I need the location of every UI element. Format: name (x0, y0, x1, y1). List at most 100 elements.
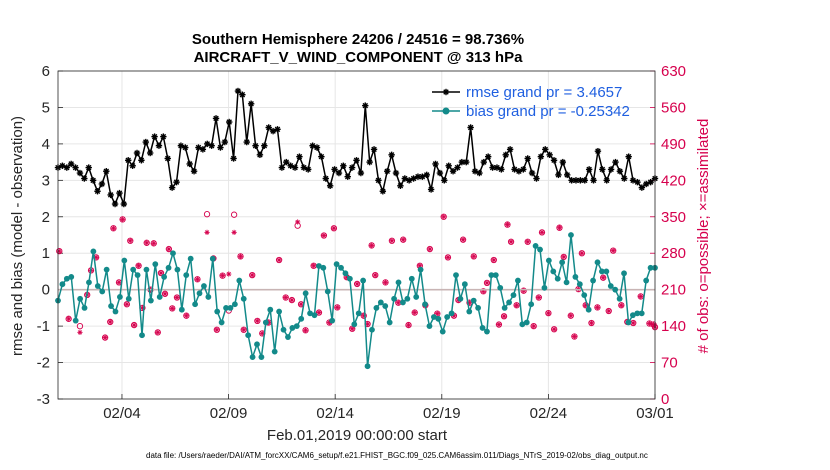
obs-possible-point (530, 322, 537, 330)
bias-point (134, 272, 141, 278)
bias-point (492, 272, 499, 278)
obs-possible-point (524, 238, 531, 245)
rmse-point (283, 158, 290, 166)
bias-point (86, 279, 92, 286)
y-tick-label-left: 4 (42, 136, 50, 153)
rmse-point (506, 146, 514, 153)
bias-point (448, 310, 455, 317)
obs-assimilated-point (400, 237, 406, 243)
rmse-point (454, 164, 461, 171)
rmse-point (599, 166, 606, 173)
rmse-point (190, 168, 198, 175)
bias-point (545, 257, 552, 264)
rmse-point (164, 155, 171, 162)
rmse-point (63, 164, 70, 171)
rmse-point (502, 151, 509, 159)
rmse-point (441, 177, 448, 184)
rmse-point (291, 164, 299, 171)
bias-point (395, 279, 402, 286)
rmse-point (467, 124, 474, 131)
bias-point (156, 294, 163, 300)
y-axis-left-label: rmse and bias (model - observation) (9, 116, 26, 356)
bias-point (430, 314, 437, 320)
footer-data-file: data file: /Users/raeder/DAI/ATM_forcXX/… (146, 451, 648, 460)
y-tick-label-left: 5 (42, 99, 50, 116)
bias-point (417, 266, 424, 273)
rmse-point (564, 171, 571, 179)
bias-point (386, 319, 393, 326)
obs-assimilated-point (349, 326, 355, 332)
bias-point (634, 310, 641, 317)
obs-possible-point (470, 253, 477, 260)
obs-possible-point (520, 287, 527, 294)
bias-line (57, 234, 655, 367)
rmse-point (550, 157, 558, 164)
obs-assimilated-point (158, 270, 164, 276)
obs-possible-point (165, 245, 173, 253)
rmse-point (331, 166, 338, 173)
obs-possible-point (605, 307, 612, 315)
obs-possible-point (495, 321, 503, 328)
obs-assimilated-point (321, 232, 327, 239)
bias-point (90, 248, 97, 255)
y-tick-label-left: 1 (42, 245, 50, 262)
obs-possible-point (571, 333, 578, 340)
obs-assimilated-point (372, 272, 378, 278)
bias-point (488, 272, 495, 278)
bias-point (262, 319, 269, 326)
x-tick-label: 02/04 (103, 405, 141, 422)
rmse-point (542, 146, 549, 153)
rmse-point (423, 171, 430, 179)
obs-possible-point (230, 211, 238, 218)
rmse-point (208, 142, 215, 149)
obs-possible-point (610, 247, 617, 254)
bias-point (466, 308, 473, 315)
obs-assimilated-point (276, 257, 282, 263)
obs-assimilated-point (151, 240, 157, 246)
obs-assimilated-point (311, 263, 317, 269)
bias-point (554, 275, 561, 282)
bias-point (316, 263, 322, 269)
obs-assimilated-point (571, 333, 578, 340)
x-tick-label: 02/24 (530, 405, 568, 422)
rmse-point (546, 151, 553, 159)
bias-point (72, 317, 79, 324)
bias-point (453, 272, 459, 278)
obs-assimilated-point (508, 239, 514, 245)
bias-point (501, 304, 508, 311)
bias-point (205, 294, 212, 300)
bias-point (360, 277, 367, 284)
bias-point (117, 294, 123, 300)
bias-point (307, 310, 313, 317)
obs-assimilated-point (214, 327, 220, 333)
rmse-point (89, 177, 97, 184)
obs-possible-point (507, 238, 515, 245)
obs-possible-point (560, 253, 567, 261)
obs-possible-point (483, 279, 491, 287)
obs-possible-point (556, 224, 563, 231)
bias-point (461, 281, 468, 288)
bias-point (324, 288, 331, 295)
obs-assimilated-point (237, 253, 244, 259)
obs-possible-point (600, 274, 607, 281)
bias-point (201, 283, 207, 289)
obs-assimilated-point (354, 281, 360, 287)
rmse-point (116, 189, 123, 197)
rmse-point (463, 158, 470, 166)
rmse-point (142, 138, 149, 146)
obs-assimilated-point (331, 225, 337, 231)
rmse-point (427, 186, 435, 193)
bias-point (355, 310, 362, 317)
obs-possible-point (173, 294, 181, 301)
obs-possible-point (254, 317, 261, 325)
rmse-point (151, 133, 158, 140)
rmse-point (520, 166, 527, 173)
rmse-point (322, 175, 329, 182)
obs-assimilated-point (395, 300, 401, 306)
obs-possible-point (203, 211, 211, 218)
bias-point (643, 277, 650, 284)
obs-assimilated-point (162, 291, 168, 297)
rmse-point (129, 162, 136, 169)
bias-point (616, 295, 623, 302)
bias-point (267, 306, 274, 313)
